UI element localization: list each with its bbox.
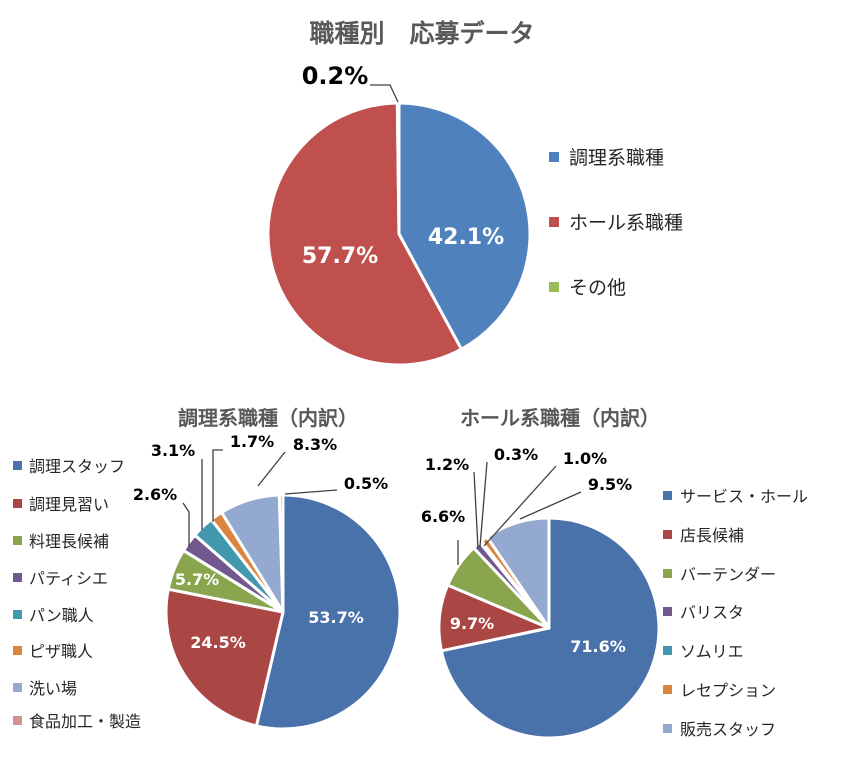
pie-slice	[254, 493, 402, 731]
legend-label: レセプション	[680, 681, 776, 700]
data-label: 9.7%	[450, 614, 494, 633]
legend-swatch	[663, 646, 672, 655]
legend-swatch	[663, 685, 672, 694]
data-label: 0.2%	[302, 62, 369, 90]
data-label: 71.6%	[570, 637, 626, 656]
pie-slice	[164, 587, 285, 728]
legend-label: バーテンダー	[680, 565, 776, 584]
legend-label: パティシエ	[29, 569, 108, 588]
leader-line	[473, 471, 479, 549]
legend-kitchen: 調理スタッフ 調理見習い 料理長候補 パティシエ パン職人 ピザ職人 洗い場 食…	[13, 457, 141, 731]
data-label: 24.5%	[190, 633, 246, 652]
data-label: 1.0%	[563, 449, 607, 468]
leader-line	[370, 84, 399, 103]
legend-label: 食品加工・製造	[29, 712, 141, 731]
legend-label: サービス・ホール	[680, 487, 808, 506]
data-label: 9.5%	[588, 475, 632, 494]
pie-main: 42.1% 57.7% 0.2%	[266, 62, 532, 367]
legend-swatch	[549, 217, 559, 227]
legend-main: 調理系職種 ホール系職種 その他	[549, 147, 683, 299]
chart-title-hall: ホール系職種（内訳）	[460, 406, 660, 430]
legend-swatch	[13, 646, 22, 655]
legend-label: 調理スタッフ	[29, 457, 125, 476]
legend-swatch	[549, 282, 559, 292]
legend-label: 店長候補	[680, 526, 744, 545]
legend-swatch	[663, 607, 672, 616]
leader-line	[483, 465, 557, 547]
chart-main: 職種別 応募データ 42.1% 57.7% 0.2% 調理系職種 ホール系職種 その…	[266, 19, 683, 367]
legend-swatch	[663, 724, 672, 733]
legend-swatch	[13, 716, 22, 725]
data-label: 8.3%	[293, 435, 337, 454]
legend-swatch	[13, 499, 22, 508]
data-label: 1.2%	[425, 455, 469, 474]
data-label: 6.6%	[421, 507, 465, 526]
legend-hall: サービス・ホール 店長候補 バーテンダー バリスタ ソムリエ レセプション 販売…	[663, 487, 808, 739]
legend-label: バリスタ	[680, 603, 744, 622]
leader-line	[257, 451, 286, 487]
leader-line	[182, 502, 190, 547]
pie-slice	[395, 101, 401, 236]
data-label: 5.7%	[175, 570, 219, 589]
pie-slice	[397, 101, 532, 351]
legend-label: 販売スタッフ	[680, 720, 776, 739]
chart-title-main: 職種別 応募データ	[309, 19, 534, 48]
leader-line	[479, 461, 488, 548]
legend-swatch	[663, 530, 672, 539]
legend-label: その他	[569, 277, 626, 299]
chart-kitchen: 調理系職種（内訳） 53.7% 24.5% 5.7% 2.6% 3.1% 1.7% 8.3%…	[13, 406, 402, 731]
pie-slice	[277, 493, 285, 614]
chart-hall: ホール系職種（内訳） 71.6% 9.7% 6.6% 1.2% 0.3% 1.0% 9.5%…	[421, 406, 808, 740]
legend-swatch	[13, 461, 22, 470]
legend-swatch	[13, 610, 22, 619]
legend-label: ホール系職種	[569, 212, 683, 234]
data-label: 2.6%	[133, 485, 177, 504]
legend-label: パン職人	[29, 606, 94, 625]
legend-swatch	[549, 152, 559, 162]
data-label: 57.7%	[302, 244, 378, 269]
leader-line	[519, 491, 582, 520]
legend-label: 料理長候補	[29, 532, 109, 551]
legend-swatch	[13, 536, 22, 545]
leader-line	[284, 489, 338, 495]
legend-label: ピザ職人	[29, 642, 93, 661]
data-label: 42.1%	[428, 225, 504, 250]
pie-hall: 71.6% 9.7% 6.6% 1.2% 0.3% 1.0% 9.5%	[421, 445, 661, 740]
pie-kitchen: 53.7% 24.5% 5.7% 2.6% 3.1% 1.7% 8.3% 0.5%	[133, 432, 402, 731]
data-label: 1.7%	[230, 432, 274, 451]
data-label: 0.5%	[344, 474, 388, 493]
data-label: 53.7%	[308, 608, 364, 627]
legend-swatch	[663, 491, 672, 500]
legend-label: 調理見習い	[29, 495, 109, 514]
data-label: 0.3%	[494, 445, 538, 464]
leader-line	[212, 449, 223, 522]
legend-swatch	[13, 683, 22, 692]
legend-label: 調理系職種	[569, 147, 664, 169]
pie-slice	[266, 101, 463, 367]
legend-swatch	[13, 573, 22, 582]
legend-label: 洗い場	[29, 679, 77, 698]
legend-swatch	[663, 569, 672, 578]
legend-label: ソムリエ	[680, 642, 744, 661]
data-label: 3.1%	[151, 441, 195, 460]
chart-title-kitchen: 調理系職種（内訳）	[178, 406, 358, 430]
pie-slice	[485, 516, 551, 630]
